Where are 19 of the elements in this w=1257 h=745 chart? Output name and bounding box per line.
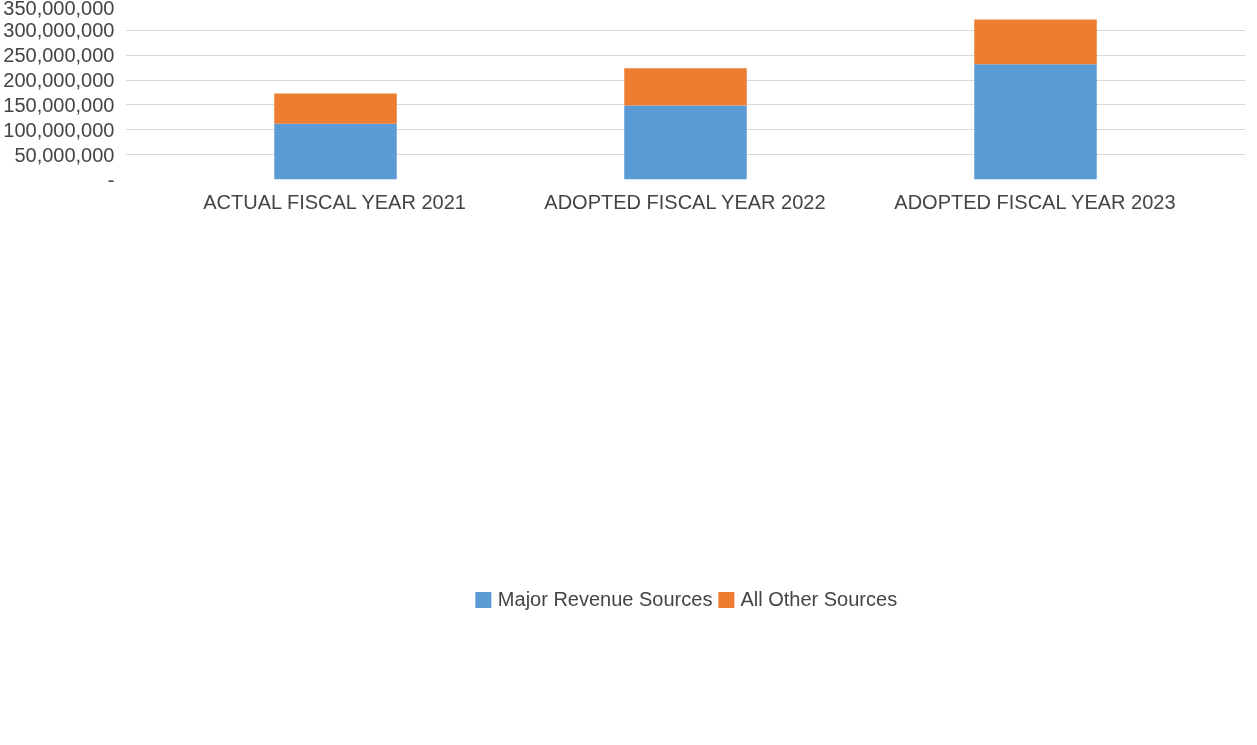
y-tick-label: 300,000,000 (3, 19, 115, 42)
y-tick-label: 350,000,000 (3, 0, 115, 19)
y-tick-label: 200,000,000 (3, 69, 115, 92)
bar (624, 68, 747, 106)
bar (974, 19, 1097, 65)
bar (624, 105, 747, 180)
legend-label: Major Revenue Sources (497, 587, 713, 611)
x-tick-label: ACTUAL FISCAL YEAR 2021 (203, 190, 466, 213)
x-tick-label: ADOPTED FISCAL YEAR 2022 (544, 190, 826, 213)
legend-label: All Other Sources (740, 587, 898, 611)
y-tick-label: 150,000,000 (3, 93, 115, 116)
bar (274, 123, 397, 180)
y-tick-label: - (107, 168, 115, 191)
x-tick-label: ADOPTED FISCAL YEAR 2023 (894, 190, 1176, 213)
bar (274, 93, 397, 124)
bar (974, 64, 1097, 180)
y-tick-label: 50,000,000 (14, 143, 115, 166)
y-tick-label: 100,000,000 (3, 118, 115, 141)
y-tick-label: 250,000,000 (3, 44, 115, 67)
